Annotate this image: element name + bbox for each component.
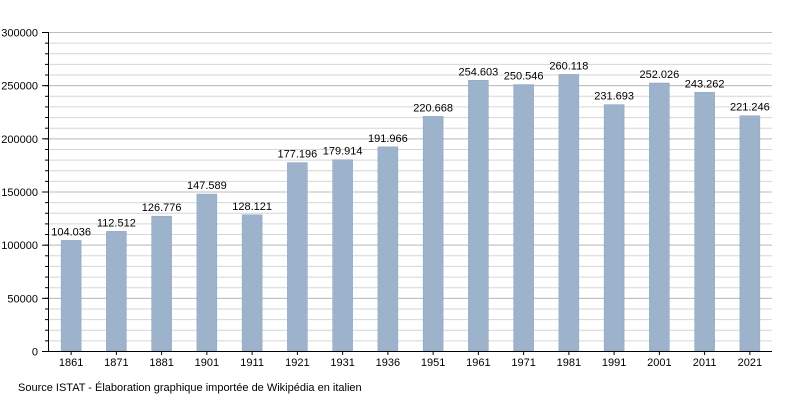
data-label: 220.668 bbox=[413, 102, 453, 114]
bar-2011 bbox=[694, 92, 715, 352]
bar-1971 bbox=[513, 84, 534, 352]
data-label: 254.603 bbox=[458, 66, 498, 78]
bar-1951 bbox=[422, 116, 444, 352]
x-tick-label: 1951 bbox=[421, 357, 445, 369]
x-tick-label: 1971 bbox=[511, 357, 535, 369]
source-note: Source ISTAT - Élaboration graphique imp… bbox=[18, 382, 362, 394]
bar-2001 bbox=[649, 82, 670, 352]
y-tick-label: 150000 bbox=[1, 187, 38, 199]
x-tick-label: 1961 bbox=[466, 357, 490, 369]
x-tick-label: 1911 bbox=[240, 357, 264, 369]
data-label: 243.262 bbox=[685, 78, 725, 90]
x-tick-label: 1991 bbox=[602, 357, 626, 369]
data-label: 177.196 bbox=[277, 149, 317, 161]
bar-1921 bbox=[287, 162, 308, 352]
x-tick-label: 1931 bbox=[330, 357, 354, 369]
x-tick-label: 1871 bbox=[104, 357, 128, 369]
data-label: 250.546 bbox=[504, 71, 544, 83]
data-label: 112.512 bbox=[97, 217, 136, 229]
data-label: 104.036 bbox=[51, 226, 91, 238]
x-tick-label: 1881 bbox=[149, 357, 173, 369]
x-tick-label: 1921 bbox=[285, 357, 309, 369]
data-label: 221.246 bbox=[730, 102, 770, 114]
x-tick-label: 2001 bbox=[647, 357, 671, 369]
x-tick-label: 2021 bbox=[738, 357, 762, 369]
y-tick-label: 300000 bbox=[1, 28, 38, 40]
bar-1991 bbox=[603, 104, 625, 352]
bar-1871 bbox=[106, 231, 127, 352]
x-tick-label: 2011 bbox=[693, 357, 717, 369]
y-tick-label: 200000 bbox=[1, 134, 38, 146]
x-tick-label: 1901 bbox=[195, 357, 219, 369]
data-label: 128.121 bbox=[232, 201, 272, 213]
bar-2021 bbox=[739, 115, 761, 352]
bar-1936 bbox=[377, 146, 399, 352]
y-tick-label: 100000 bbox=[1, 240, 38, 252]
x-tick-label: 1936 bbox=[376, 357, 400, 369]
data-label: 260.118 bbox=[549, 60, 588, 72]
bar-1861 bbox=[60, 240, 82, 352]
x-tick-label: 1981 bbox=[557, 357, 581, 369]
bar-1981 bbox=[558, 74, 580, 352]
x-tick-label: 1861 bbox=[59, 357, 83, 369]
y-tick-label: 250000 bbox=[1, 81, 38, 93]
y-tick-label: 0 bbox=[32, 347, 38, 359]
data-label: 179.914 bbox=[323, 146, 363, 158]
bar-1881 bbox=[151, 215, 172, 352]
data-label: 126.776 bbox=[142, 202, 182, 214]
data-label: 231.693 bbox=[594, 91, 634, 103]
data-label: 147.589 bbox=[187, 180, 227, 192]
bar-1961 bbox=[468, 80, 489, 352]
y-tick-label: 50000 bbox=[7, 293, 38, 305]
bar-1931 bbox=[332, 159, 353, 352]
data-label: 252.026 bbox=[639, 69, 679, 81]
bar-1911 bbox=[241, 214, 263, 352]
data-label: 191.966 bbox=[368, 133, 408, 145]
bar-1901 bbox=[196, 193, 218, 352]
